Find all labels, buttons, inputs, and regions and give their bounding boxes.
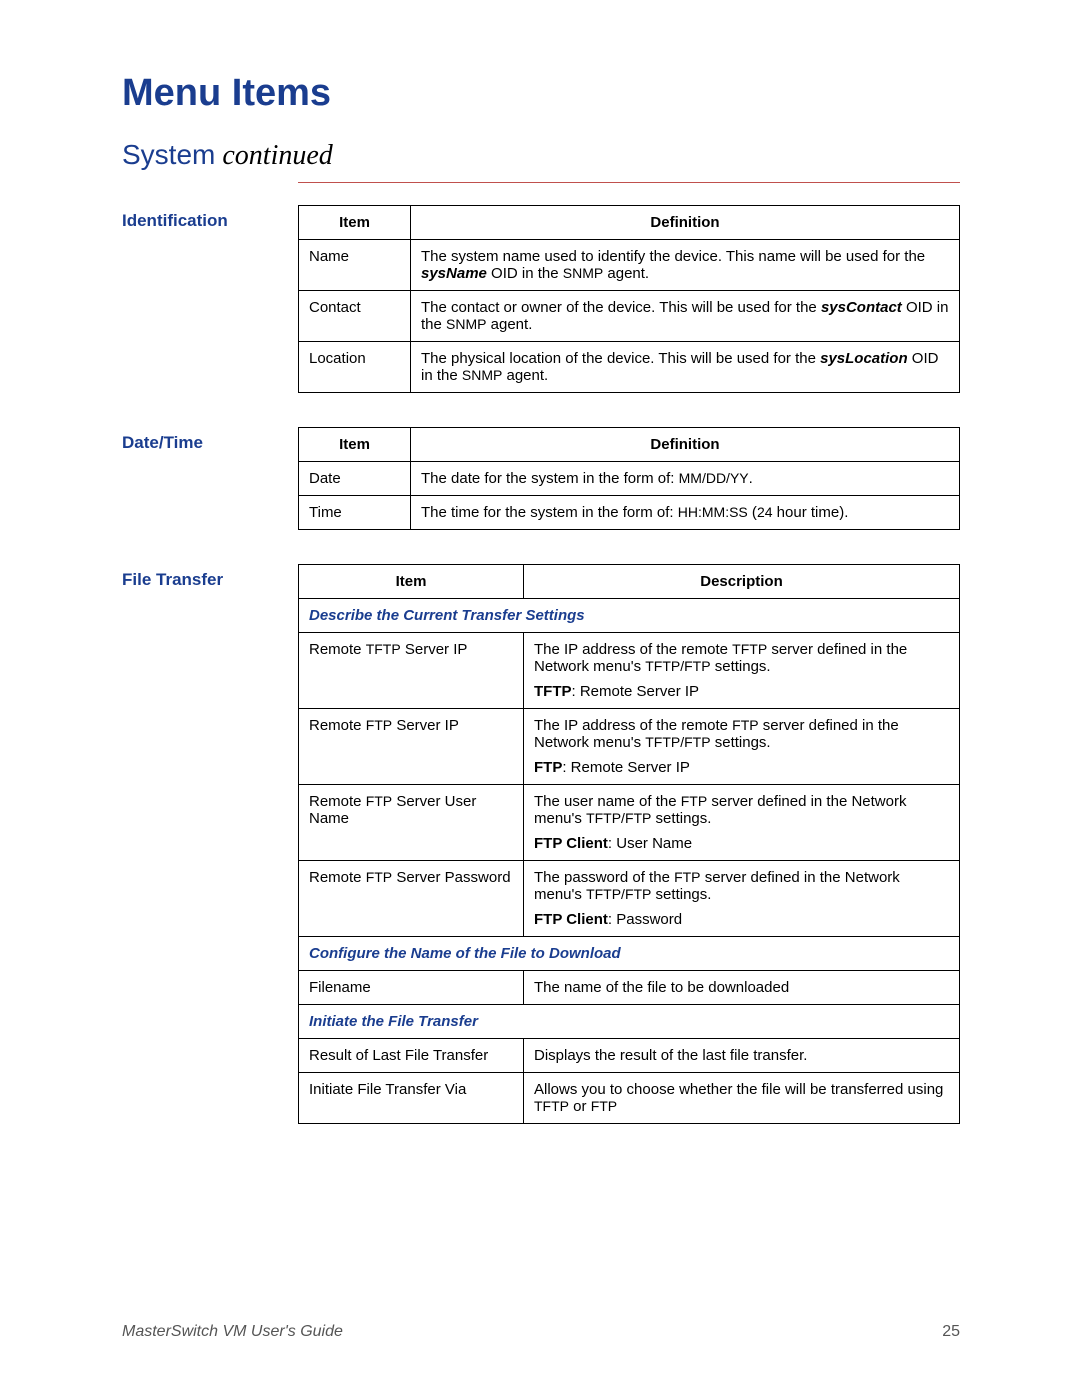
cell-definition: The time for the system in the form of: …: [411, 496, 960, 530]
table-header-row: Item Definition: [299, 428, 960, 462]
identification-table: Item Definition Name The system name use…: [298, 205, 960, 393]
table-group-header: Describe the Current Transfer Settings: [299, 599, 960, 633]
cell-item: Time: [299, 496, 411, 530]
table-row: Time The time for the system in the form…: [299, 496, 960, 530]
section-identification: Identification Item Definition Name The …: [122, 205, 960, 393]
cell-description: Allows you to choose whether the file wi…: [524, 1073, 960, 1124]
group-title: Initiate the File Transfer: [299, 1005, 960, 1039]
cell-description: The IP address of the remote TFTP server…: [524, 633, 960, 709]
section-label-identification: Identification: [122, 205, 298, 393]
cell-definition: The date for the system in the form of: …: [411, 462, 960, 496]
section-label-filetransfer: File Transfer: [122, 564, 298, 1124]
footer: MasterSwitch VM User's Guide 25: [122, 1323, 960, 1341]
horizontal-rule: [298, 182, 960, 183]
cell-description: The password of the FTP server defined i…: [524, 861, 960, 937]
table-header-row: Item Description: [299, 565, 960, 599]
subtitle: System continued: [122, 139, 960, 172]
cell-item: Name: [299, 240, 411, 291]
section-label-datetime: Date/Time: [122, 427, 298, 530]
table-row: Date The date for the system in the form…: [299, 462, 960, 496]
subtitle-continued: continued: [215, 140, 332, 171]
table-row: Result of Last File Transfer Displays th…: [299, 1039, 960, 1073]
cell-item: Contact: [299, 291, 411, 342]
cell-item: Remote FTP Server IP: [299, 709, 524, 785]
cell-definition: The system name used to identify the dev…: [411, 240, 960, 291]
th-definition: Definition: [411, 428, 960, 462]
cell-item: Remote FTP Server User Name: [299, 785, 524, 861]
filetransfer-table: Item Description Describe the Current Tr…: [298, 564, 960, 1124]
cell-item: Date: [299, 462, 411, 496]
table-row: Filename The name of the file to be down…: [299, 971, 960, 1005]
table-row: Remote FTP Server User Name The user nam…: [299, 785, 960, 861]
cell-item: Filename: [299, 971, 524, 1005]
th-item: Item: [299, 428, 411, 462]
th-definition: Definition: [411, 206, 960, 240]
table-group-header: Initiate the File Transfer: [299, 1005, 960, 1039]
table-row: Remote FTP Server IP The IP address of t…: [299, 709, 960, 785]
datetime-table: Item Definition Date The date for the sy…: [298, 427, 960, 530]
th-description: Description: [524, 565, 960, 599]
cell-description: The user name of the FTP server defined …: [524, 785, 960, 861]
section-datetime: Date/Time Item Definition Date The date …: [122, 427, 960, 530]
table-row: Remote TFTP Server IP The IP address of …: [299, 633, 960, 709]
cell-item: Remote TFTP Server IP: [299, 633, 524, 709]
cell-item: Result of Last File Transfer: [299, 1039, 524, 1073]
cell-item: Location: [299, 342, 411, 393]
cell-item: Initiate File Transfer Via: [299, 1073, 524, 1124]
subtitle-main: System: [122, 139, 215, 170]
cell-description: The IP address of the remote FTP server …: [524, 709, 960, 785]
cell-definition: The physical location of the device. Thi…: [411, 342, 960, 393]
th-item: Item: [299, 565, 524, 599]
table-row: Contact The contact or owner of the devi…: [299, 291, 960, 342]
group-title: Describe the Current Transfer Settings: [299, 599, 960, 633]
cell-item: Remote FTP Server Password: [299, 861, 524, 937]
table-row: Initiate File Transfer Via Allows you to…: [299, 1073, 960, 1124]
th-item: Item: [299, 206, 411, 240]
page-number: 25: [942, 1323, 960, 1341]
section-filetransfer: File Transfer Item Description Describe …: [122, 564, 960, 1124]
table-row: Name The system name used to identify th…: [299, 240, 960, 291]
table-row: Remote FTP Server Password The password …: [299, 861, 960, 937]
page-title: Menu Items: [122, 72, 960, 115]
table-row: Location The physical location of the de…: [299, 342, 960, 393]
footer-title: MasterSwitch VM User's Guide: [122, 1323, 343, 1341]
cell-definition: The contact or owner of the device. This…: [411, 291, 960, 342]
table-group-header: Configure the Name of the File to Downlo…: [299, 937, 960, 971]
cell-description: The name of the file to be downloaded: [524, 971, 960, 1005]
table-header-row: Item Definition: [299, 206, 960, 240]
cell-description: Displays the result of the last file tra…: [524, 1039, 960, 1073]
group-title: Configure the Name of the File to Downlo…: [299, 937, 960, 971]
